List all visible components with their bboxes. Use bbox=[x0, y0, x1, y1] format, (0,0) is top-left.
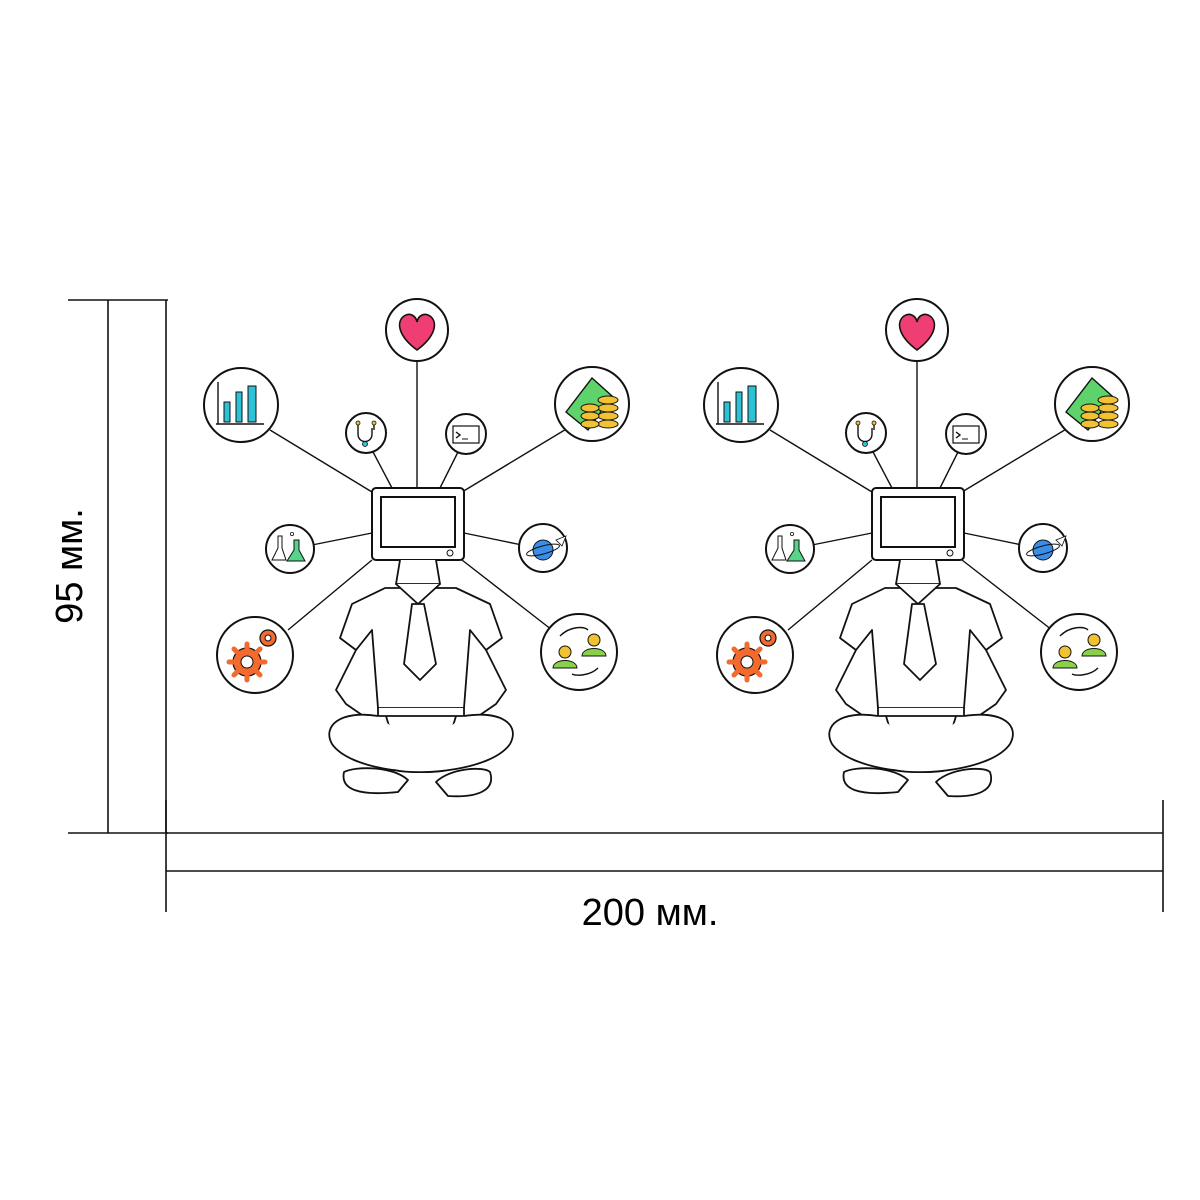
illustration-right bbox=[704, 299, 1129, 796]
width-label: 200 мм. bbox=[582, 892, 719, 934]
illustration-left bbox=[204, 299, 629, 796]
height-label: 95 мм. bbox=[49, 508, 91, 624]
height-dimension: 95 мм. bbox=[49, 299, 168, 834]
width-dimension: 200 мм. bbox=[165, 800, 1164, 934]
